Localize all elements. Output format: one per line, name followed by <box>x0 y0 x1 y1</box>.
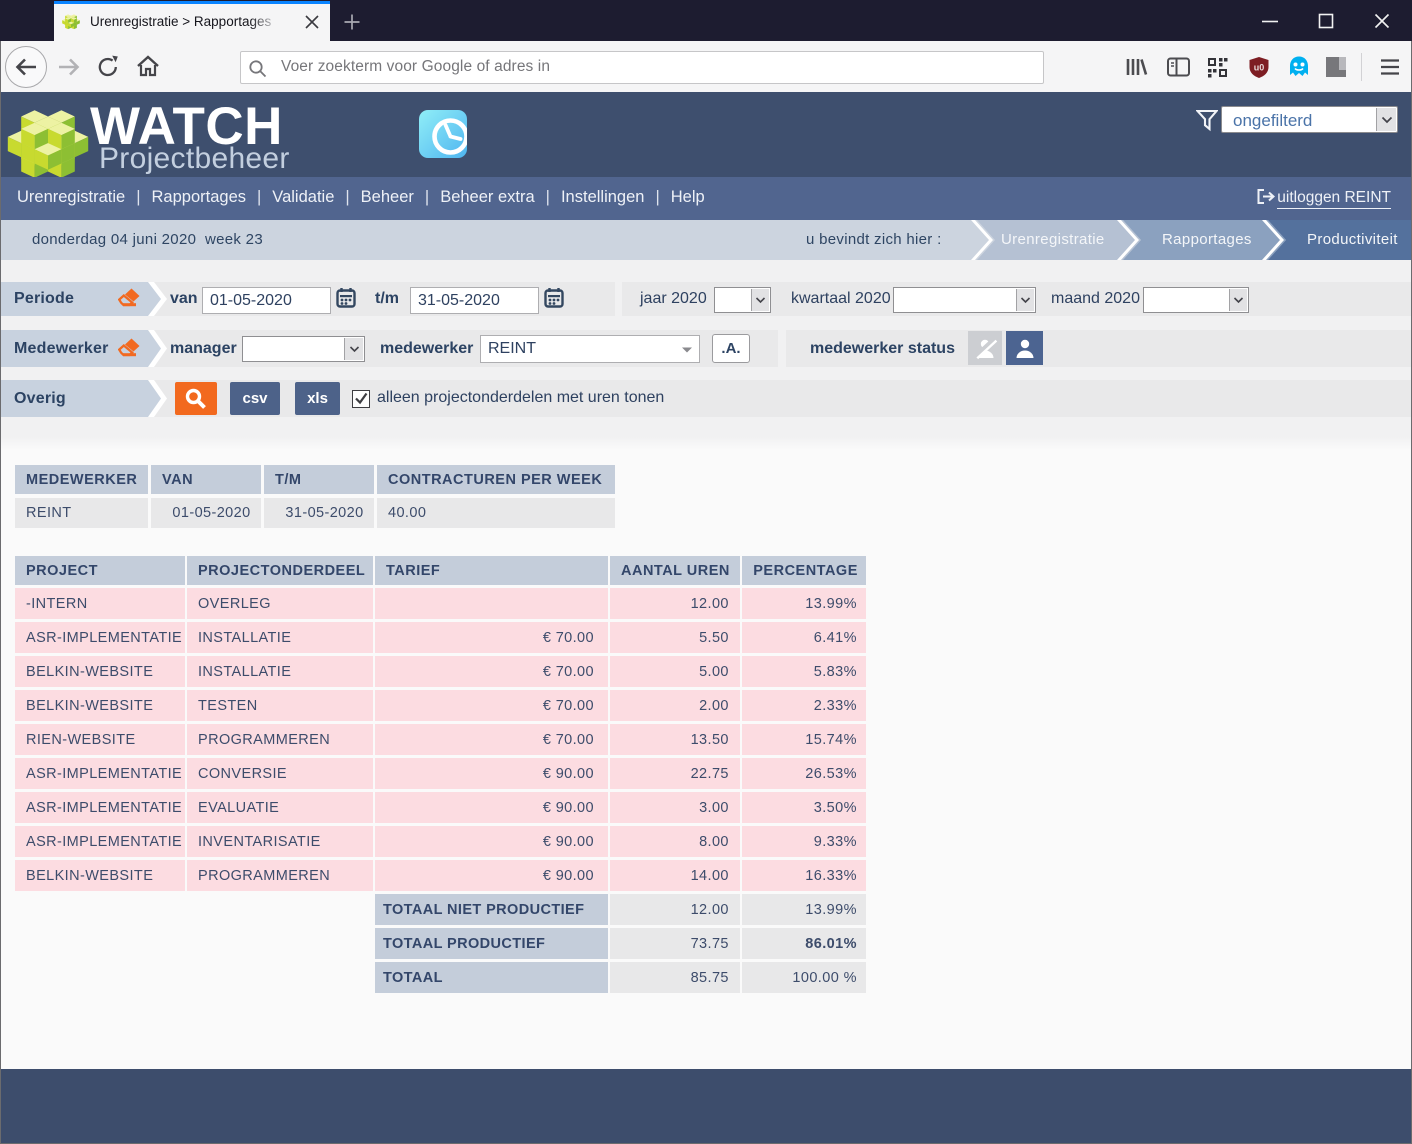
svg-text:u0: u0 <box>1254 63 1265 73</box>
